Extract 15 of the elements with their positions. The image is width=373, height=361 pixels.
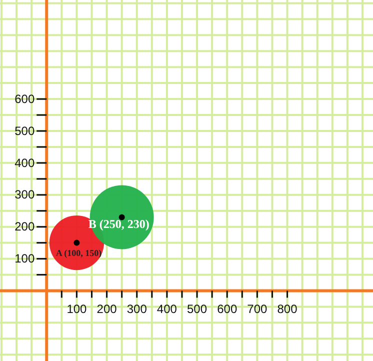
y-tick-label: 100: [14, 252, 35, 266]
y-tick-label: 400: [14, 156, 35, 170]
x-tick-label: 400: [156, 302, 178, 316]
x-tick-label: 300: [126, 302, 148, 316]
x-tick-label: 500: [187, 302, 208, 316]
annotation: A (100, 150): [56, 248, 102, 258]
x-tick-label: 700: [247, 302, 268, 316]
y-tick-label: 600: [14, 92, 35, 106]
x-tick-label: 600: [217, 302, 238, 316]
x-tick-label: 200: [96, 302, 118, 316]
x-tick-label: 800: [277, 302, 298, 316]
y-tick-label: 200: [14, 220, 35, 234]
x-tick-label: 100: [66, 302, 88, 316]
y-tick-label: 300: [14, 188, 35, 202]
y-tick-label: 500: [14, 124, 35, 138]
